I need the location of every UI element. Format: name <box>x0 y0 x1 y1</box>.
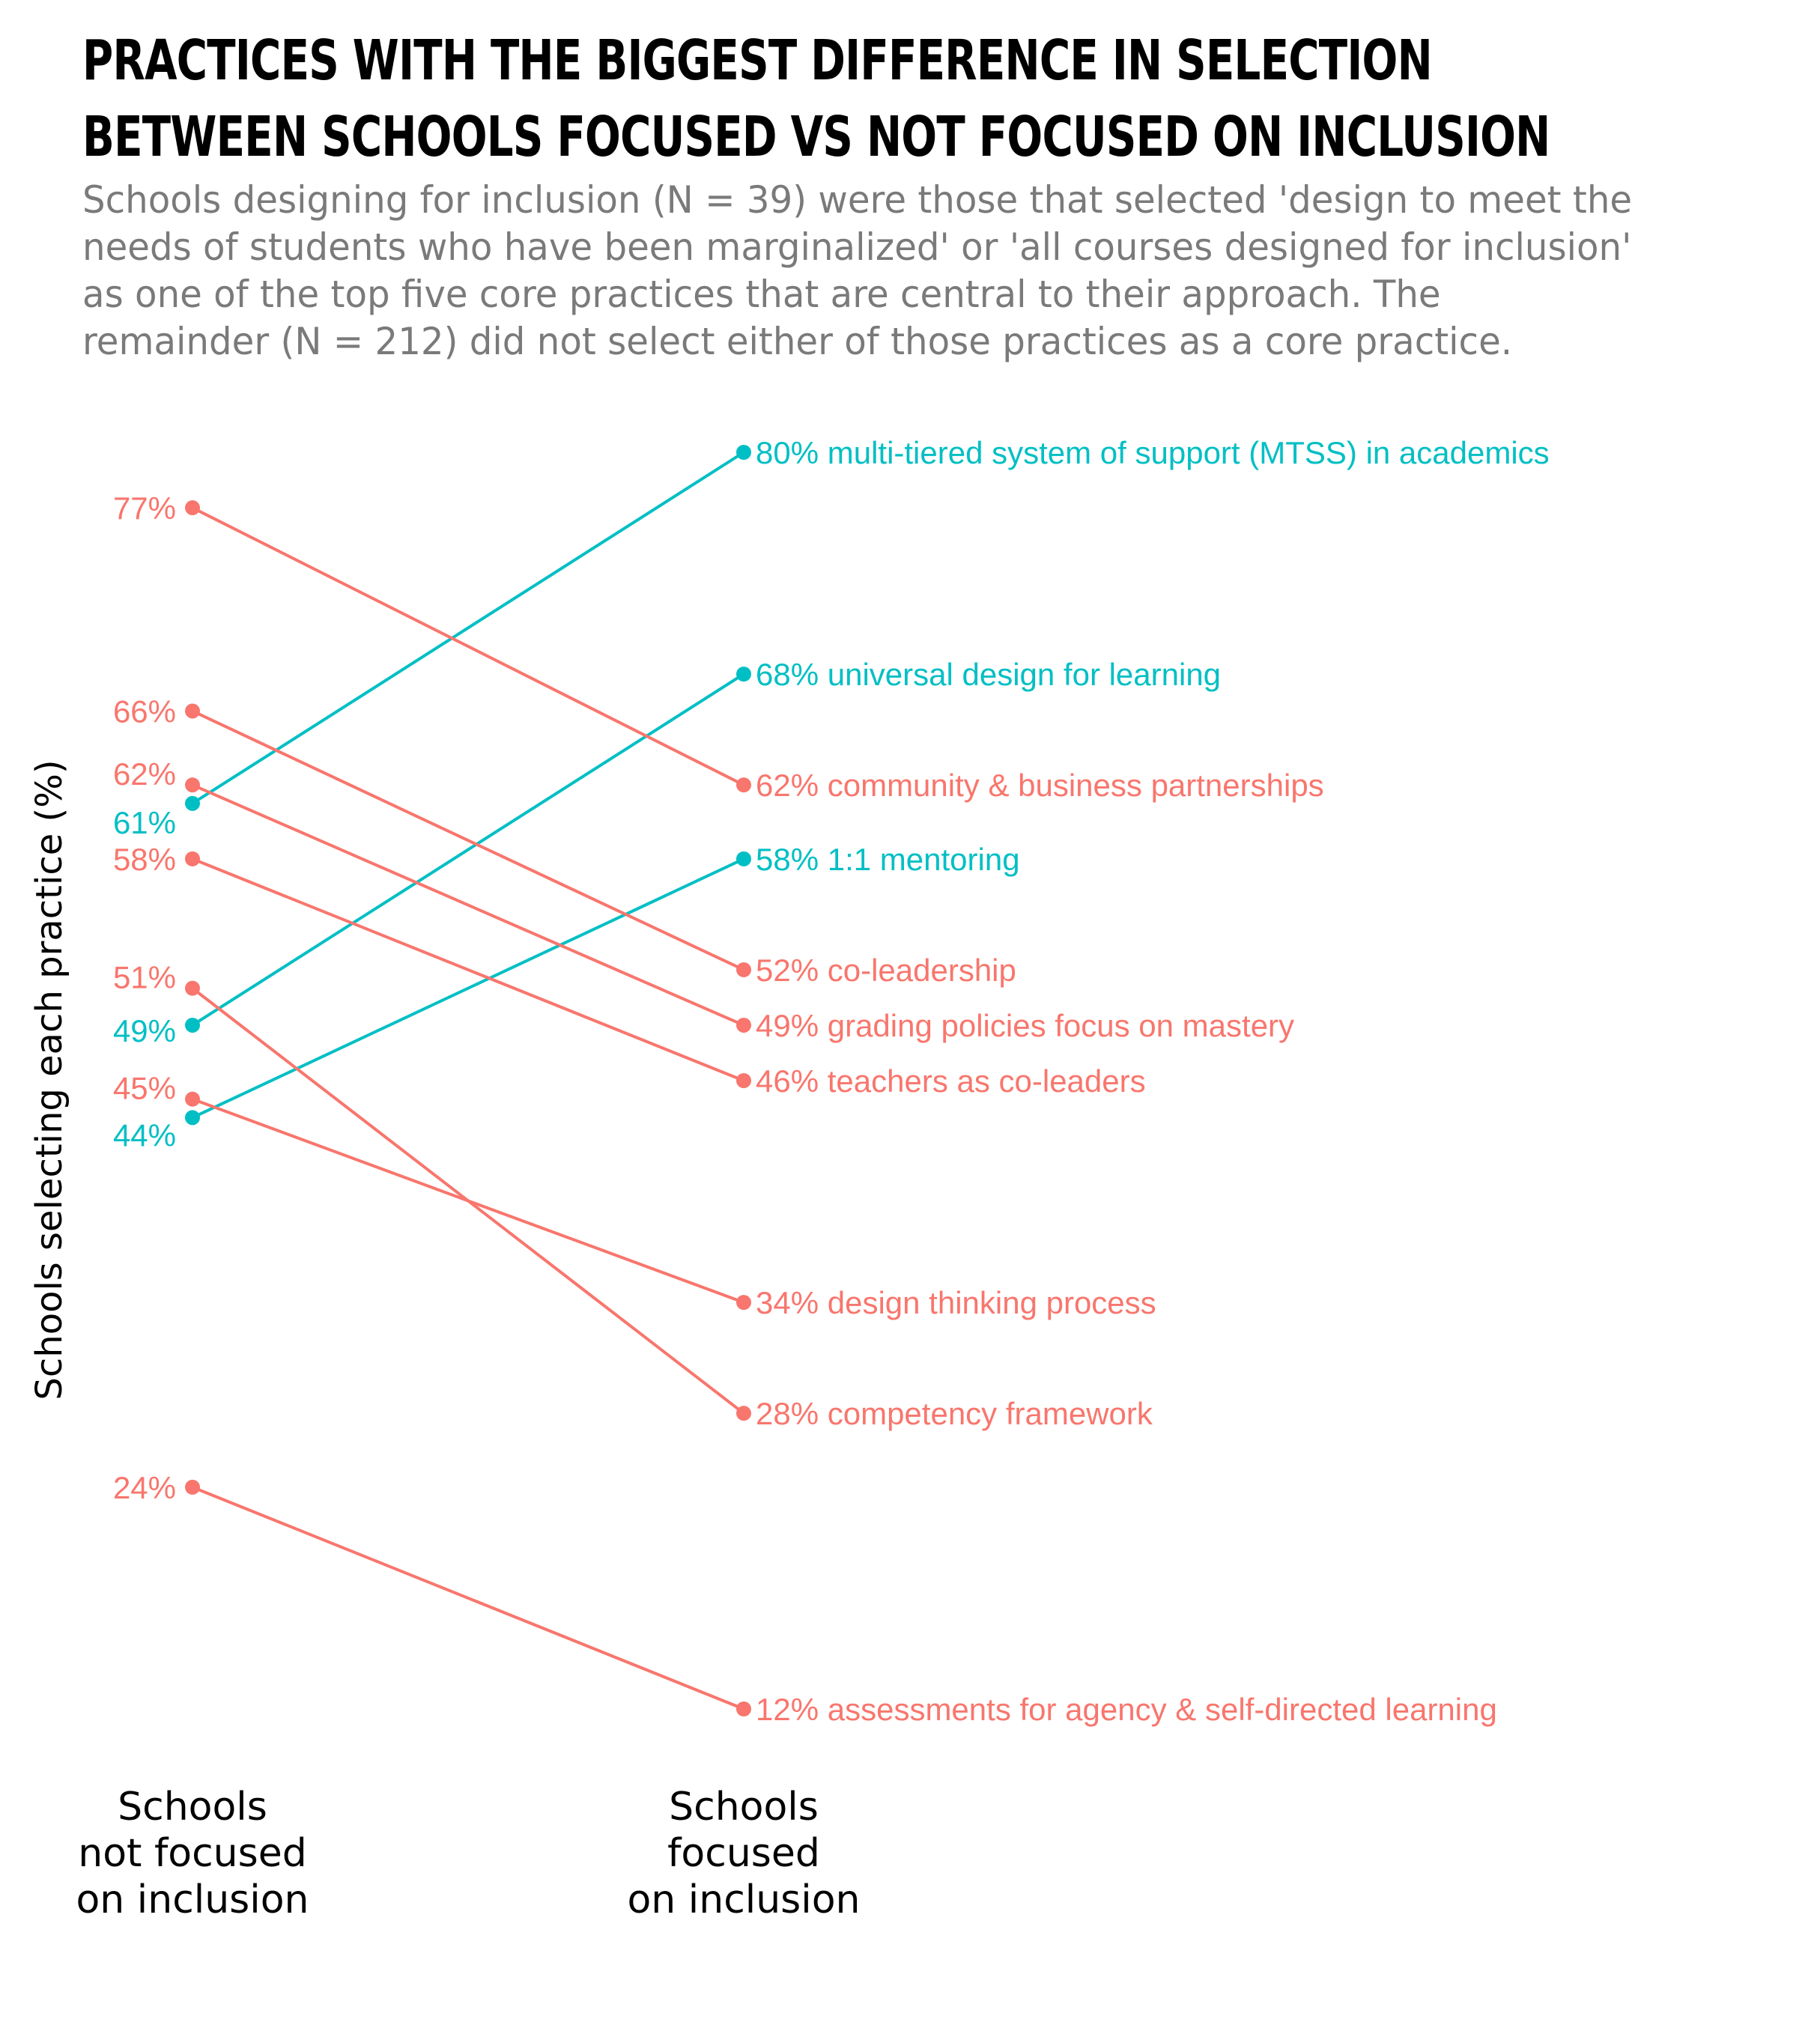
point-focused <box>736 445 751 460</box>
point-focused <box>736 667 751 682</box>
point-not-focused <box>185 980 200 996</box>
point-not-focused <box>185 777 200 793</box>
point-focused <box>736 777 751 793</box>
x-category-label: on inclusion <box>627 1877 860 1922</box>
left-value-label: 77% <box>113 491 176 526</box>
right-value-label: 80% multi-tiered system of support (MTSS… <box>756 435 1550 470</box>
slope-line <box>192 506 744 786</box>
point-not-focused <box>185 500 200 516</box>
right-value-label: 12% assessments for agency & self-direct… <box>756 1692 1497 1727</box>
chart-subtitle-line: Schools designing for inclusion (N = 39)… <box>82 178 1633 222</box>
x-category-label: focused <box>667 1831 820 1876</box>
right-value-label: 28% competency framework <box>756 1396 1153 1431</box>
left-value-label: 45% <box>113 1071 176 1106</box>
point-not-focused <box>185 703 200 719</box>
left-value-label: 51% <box>113 960 176 995</box>
left-value-label: 49% <box>113 1013 176 1048</box>
slope-lines <box>191 451 745 1710</box>
slope-line <box>192 857 744 1082</box>
point-not-focused <box>185 851 200 866</box>
point-focused <box>736 1073 751 1088</box>
point-focused <box>736 1701 751 1716</box>
chart-subtitle-line: as one of the top five core practices th… <box>82 273 1441 316</box>
point-not-focused <box>185 795 200 811</box>
point-not-focused <box>185 1110 200 1126</box>
chart-subtitle-line: remainder (N = 212) did not select eithe… <box>82 320 1513 363</box>
right-value-labels: 80% multi-tiered system of support (MTSS… <box>756 435 1550 1727</box>
chart-title-line: BETWEEN SCHOOLS FOCUSED VS NOT FOCUSED O… <box>82 105 1550 169</box>
point-not-focused <box>185 1091 200 1107</box>
right-value-label: 58% 1:1 mentoring <box>756 842 1020 877</box>
left-value-label: 58% <box>113 842 176 877</box>
left-value-label: 24% <box>113 1470 176 1505</box>
left-value-label: 44% <box>113 1117 176 1153</box>
y-axis-title: Schools selecting each practice (%) <box>28 759 70 1400</box>
slope-line <box>192 1486 744 1710</box>
point-focused <box>736 851 751 866</box>
right-value-label: 68% universal design for learning <box>756 657 1221 692</box>
x-category-label: Schools <box>118 1785 267 1830</box>
slope-line <box>191 673 745 1027</box>
x-category-label: on inclusion <box>76 1877 309 1922</box>
x-category-label: Schools <box>669 1785 819 1830</box>
slope-line <box>192 783 744 1027</box>
right-value-label: 34% design thinking process <box>756 1285 1156 1320</box>
left-value-label: 61% <box>113 805 176 840</box>
point-focused <box>736 1017 751 1033</box>
left-value-labels: 77% 66% 62% 61%58% 51% 49% 45% 44% 24% <box>113 491 176 1505</box>
x-category-label: not focused <box>78 1831 306 1876</box>
slope-line <box>192 709 744 971</box>
point-focused <box>736 1295 751 1311</box>
left-value-label: 66% <box>113 693 176 729</box>
point-not-focused <box>185 1479 200 1495</box>
point-focused <box>736 962 751 977</box>
chart-title-line: PRACTICES WITH THE BIGGEST DIFFERENCE IN… <box>82 28 1433 93</box>
slope-line <box>191 987 745 1415</box>
slope-line <box>192 857 744 1120</box>
chart-subtitle-line: needs of students who have been marginal… <box>82 225 1632 269</box>
right-value-label: 46% teachers as co-leaders <box>756 1063 1146 1099</box>
chart-title: PRACTICES WITH THE BIGGEST DIFFERENCE IN… <box>82 22 1550 175</box>
chart-subtitle: Schools designing for inclusion (N = 39)… <box>82 177 1759 365</box>
slope-line <box>191 451 745 805</box>
right-value-label: 49% grading policies focus on mastery <box>756 1008 1294 1043</box>
right-value-label: 52% co-leadership <box>756 953 1016 988</box>
point-focused <box>736 1406 751 1421</box>
right-value-label: 62% community & business partnerships <box>756 768 1324 803</box>
point-not-focused <box>185 1017 200 1033</box>
data-points <box>185 445 751 1716</box>
left-value-label: 62% <box>113 756 176 792</box>
